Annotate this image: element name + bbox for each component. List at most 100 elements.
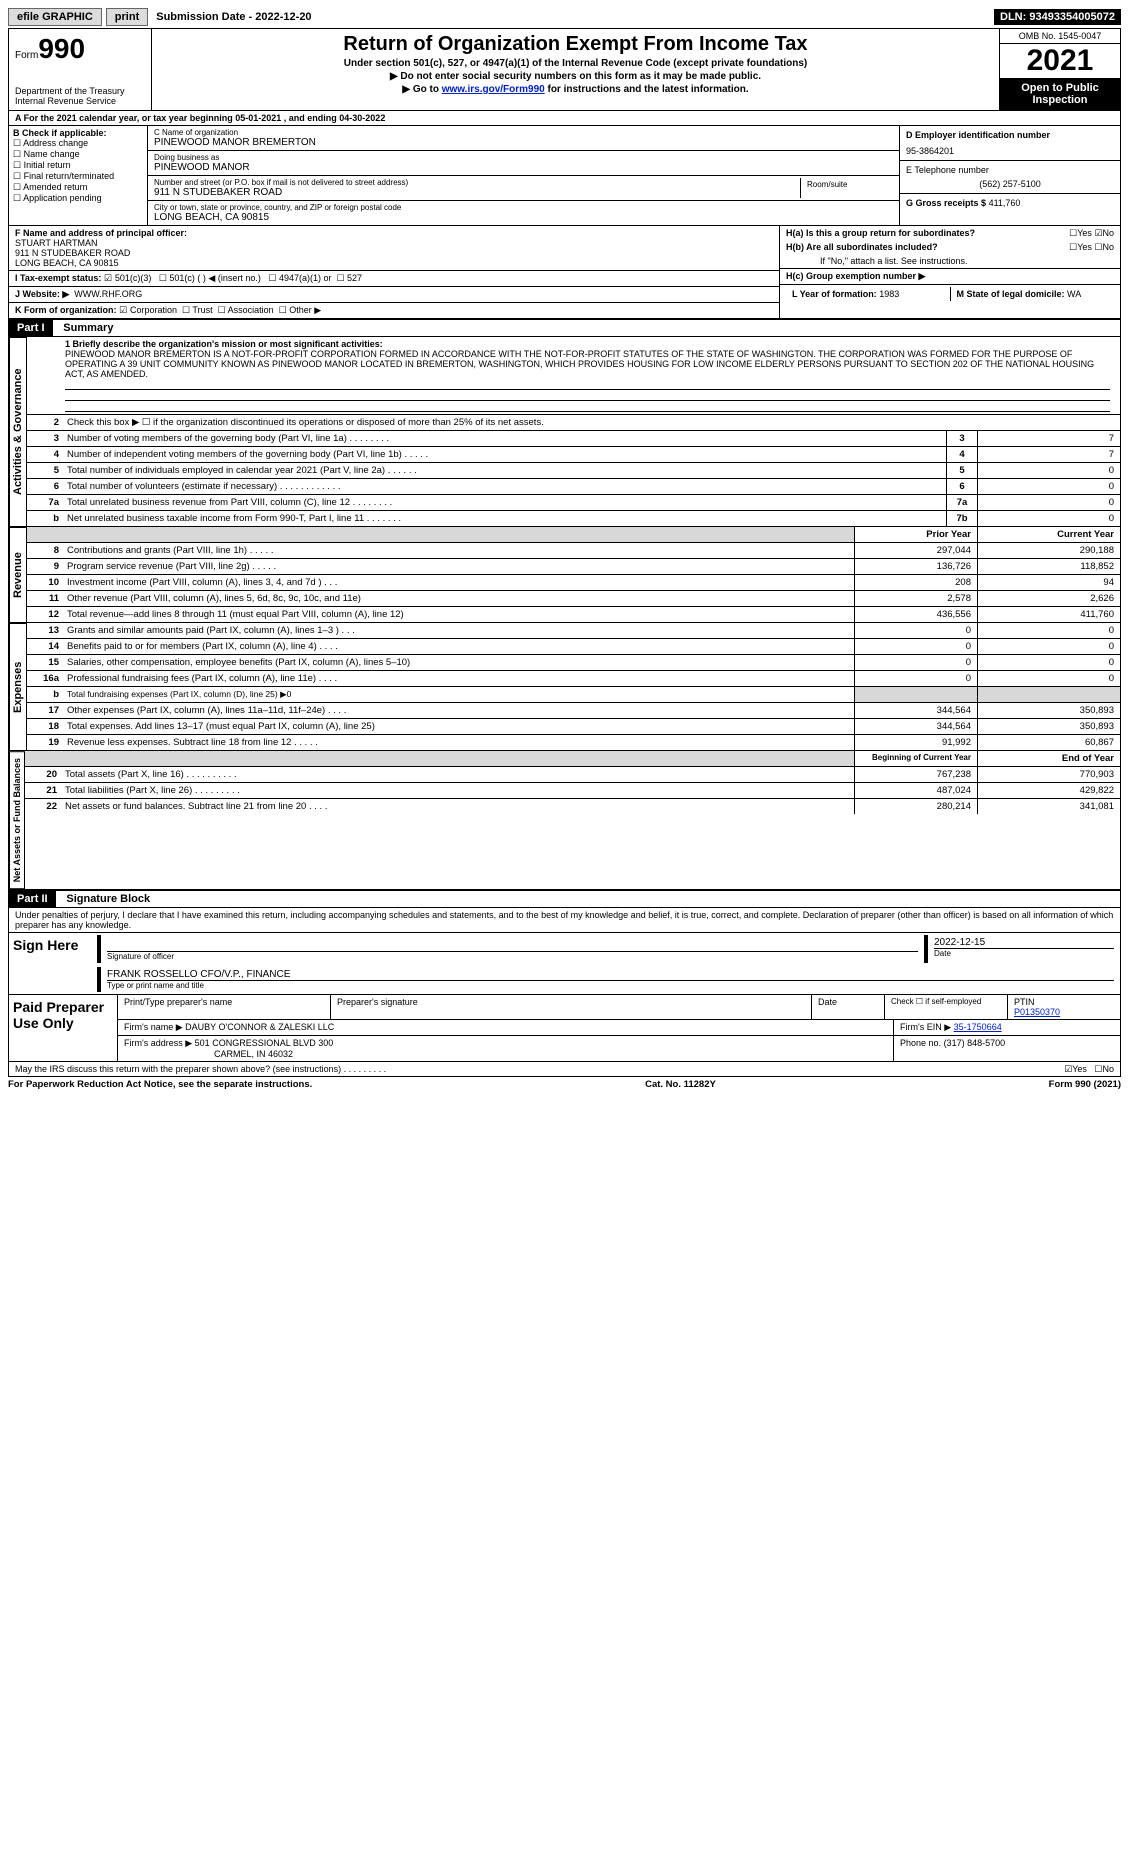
self-employed-check[interactable]: Check ☐ if self-employed [885, 995, 1008, 1019]
no-lbl: No [1102, 242, 1114, 252]
sub-date-lbl: Submission Date - [156, 11, 255, 23]
footer-left: For Paperwork Reduction Act Notice, see … [8, 1079, 312, 1090]
row-j-website: J Website: ▶ WWW.RHF.ORG [9, 287, 779, 303]
col-prior-year: Prior Year [854, 527, 977, 542]
fhj-right: H(a) Is this a group return for subordin… [780, 226, 1120, 318]
officer-name: STUART HARTMAN [15, 238, 98, 248]
line-12-curr: 411,760 [977, 607, 1120, 622]
preparer-sig-label: Preparer's signature [331, 995, 812, 1019]
line-num: b [27, 687, 63, 702]
row-k-form-org: K Form of organization: ☑ Corporation ☐ … [9, 303, 779, 318]
revenue-lines: Prior Year Current Year 8 Contributions … [27, 527, 1120, 623]
field-ein: D Employer identification number 95-3864… [900, 126, 1120, 161]
opt-527: 527 [347, 273, 362, 283]
opt-501c3: 501(c)(3) [115, 273, 152, 283]
gross-value: 411,760 [989, 198, 1021, 208]
line-1-mission: 1 Briefly describe the organization's mi… [27, 337, 1120, 414]
form-number: Form990 [15, 33, 145, 65]
blank [854, 687, 977, 702]
chk-501c3[interactable]: ☑ [104, 274, 115, 284]
ruled-line [65, 379, 1110, 390]
line-box: 3 [946, 431, 977, 446]
chk-application-pending[interactable]: ☐ Application pending [13, 193, 143, 204]
yes-lbl: Yes [1072, 1064, 1087, 1074]
gross-label: G Gross receipts $ [906, 198, 986, 208]
row-l-m: L Year of formation: 1983 M State of leg… [780, 285, 1120, 303]
efile-button[interactable]: efile GRAPHIC [8, 8, 102, 26]
line-6-value: 0 [977, 479, 1120, 494]
line-22-begin: 280,214 [854, 799, 977, 814]
line-3: 3 Number of voting members of the govern… [27, 431, 1120, 447]
chk-address-change[interactable]: ☐ Address change [13, 138, 143, 149]
chk-final-return[interactable]: ☐ Final return/terminated [13, 171, 143, 182]
sign-lines: Signature of officer 2022-12-15 Date FRA… [97, 933, 1120, 994]
signature-block: Sign Here Signature of officer 2022-12-1… [9, 932, 1120, 994]
col-headers-net: Beginning of Current Year End of Year [25, 751, 1120, 767]
line-20-text: Total assets (Part X, line 16) . . . . .… [61, 767, 854, 782]
officer-name-title: FRANK ROSSELLO CFO/V.P., FINANCE [107, 969, 1114, 980]
part1-title: Summary [55, 322, 113, 334]
firm-phone-value: (317) 848-5700 [944, 1038, 1006, 1048]
line-10-prior: 208 [854, 575, 977, 590]
line-9-prior: 136,726 [854, 559, 977, 574]
city-label: City or town, state or province, country… [154, 203, 893, 212]
fhj-left: F Name and address of principal officer:… [9, 226, 780, 318]
line-9-text: Program service revenue (Part VIII, line… [63, 559, 854, 574]
row-hb: H(b) Are all subordinates included? ☐Yes… [780, 240, 1120, 254]
submission-date-label: Submission Date - 2022-12-20 [152, 11, 315, 23]
net-assets-section: Net Assets or Fund Balances Beginning of… [9, 751, 1120, 889]
chk-amended-return[interactable]: ☐ Amended return [13, 182, 143, 193]
city-value: LONG BEACH, CA 90815 [154, 212, 893, 223]
irs-link[interactable]: www.irs.gov/Form990 [442, 84, 545, 95]
officer-addr1: 911 N STUDEBAKER ROAD [15, 248, 130, 258]
line-16a-curr: 0 [977, 671, 1120, 686]
phone-value: (562) 257-5100 [906, 175, 1114, 189]
chk-name-change[interactable]: ☐ Name change [13, 149, 143, 160]
side-revenue: Revenue [9, 527, 27, 623]
line-13: 13 Grants and similar amounts paid (Part… [27, 623, 1120, 639]
line-22: 22 Net assets or fund balances. Subtract… [25, 799, 1120, 814]
line-20: 20 Total assets (Part X, line 16) . . . … [25, 767, 1120, 783]
line-17-text: Other expenses (Part IX, column (A), lin… [63, 703, 854, 718]
line-num: 17 [27, 703, 63, 718]
line-7b-value: 0 [977, 511, 1120, 526]
chk-may-yes[interactable]: ☑ [1064, 1065, 1072, 1075]
officer-signature-line[interactable]: Signature of officer [97, 935, 924, 963]
yes-lbl: Yes [1077, 242, 1092, 252]
chk-corporation[interactable]: ☑ [119, 306, 130, 316]
header-mid: Return of Organization Exempt From Incom… [152, 29, 999, 110]
line-21-begin: 487,024 [854, 783, 977, 798]
side-net-assets: Net Assets or Fund Balances [9, 751, 25, 889]
line-num: 4 [27, 447, 63, 462]
firm-addr2: CARMEL, IN 46032 [124, 1049, 293, 1059]
line-2-text: Check this box ▶ ☐ if the organization d… [63, 415, 1120, 430]
tax-year: 2021 [1000, 44, 1120, 78]
col-c-org-info: C Name of organization PINEWOOD MANOR BR… [148, 126, 899, 225]
line-num: 15 [27, 655, 63, 670]
addr-label: Number and street (or P.O. box if mail i… [154, 178, 800, 187]
ein-label: D Employer identification number [906, 130, 1114, 140]
print-button[interactable]: print [106, 8, 148, 26]
line-14-curr: 0 [977, 639, 1120, 654]
line-16b-text: Total fundraising expenses (Part IX, col… [63, 687, 854, 702]
field-year-formation: L Year of formation: 1983 [786, 287, 951, 301]
part1-num: Part I [9, 320, 53, 336]
ptin-value[interactable]: P01350370 [1014, 1007, 1060, 1017]
opt-4947: 4947(a)(1) or [279, 273, 332, 283]
name-title-label: Type or print name and title [107, 980, 1114, 990]
sig-date-label: Date [934, 948, 1114, 958]
blank [61, 751, 854, 766]
chk-initial-return[interactable]: ☐ Initial return [13, 160, 143, 171]
room-suite-label: Room/suite [801, 178, 893, 198]
paid-preparer-block: Paid Preparer Use Only Print/Type prepar… [9, 994, 1120, 1061]
line-box: 4 [946, 447, 977, 462]
line-num: 12 [27, 607, 63, 622]
part2-num: Part II [9, 891, 56, 907]
line-18-text: Total expenses. Add lines 13–17 (must eq… [63, 719, 854, 734]
chk-lbl: Amended return [23, 182, 88, 192]
firm-addr-field: Firm's address ▶ 501 CONGRESSIONAL BLVD … [118, 1036, 894, 1061]
firm-ein-value[interactable]: 35-1750664 [954, 1022, 1002, 1032]
may-discuss-row: May the IRS discuss this return with the… [9, 1061, 1120, 1076]
form-container: Form990 Department of the Treasury Inter… [8, 28, 1121, 1077]
firm-ein-label: Firm's EIN ▶ [900, 1022, 951, 1032]
